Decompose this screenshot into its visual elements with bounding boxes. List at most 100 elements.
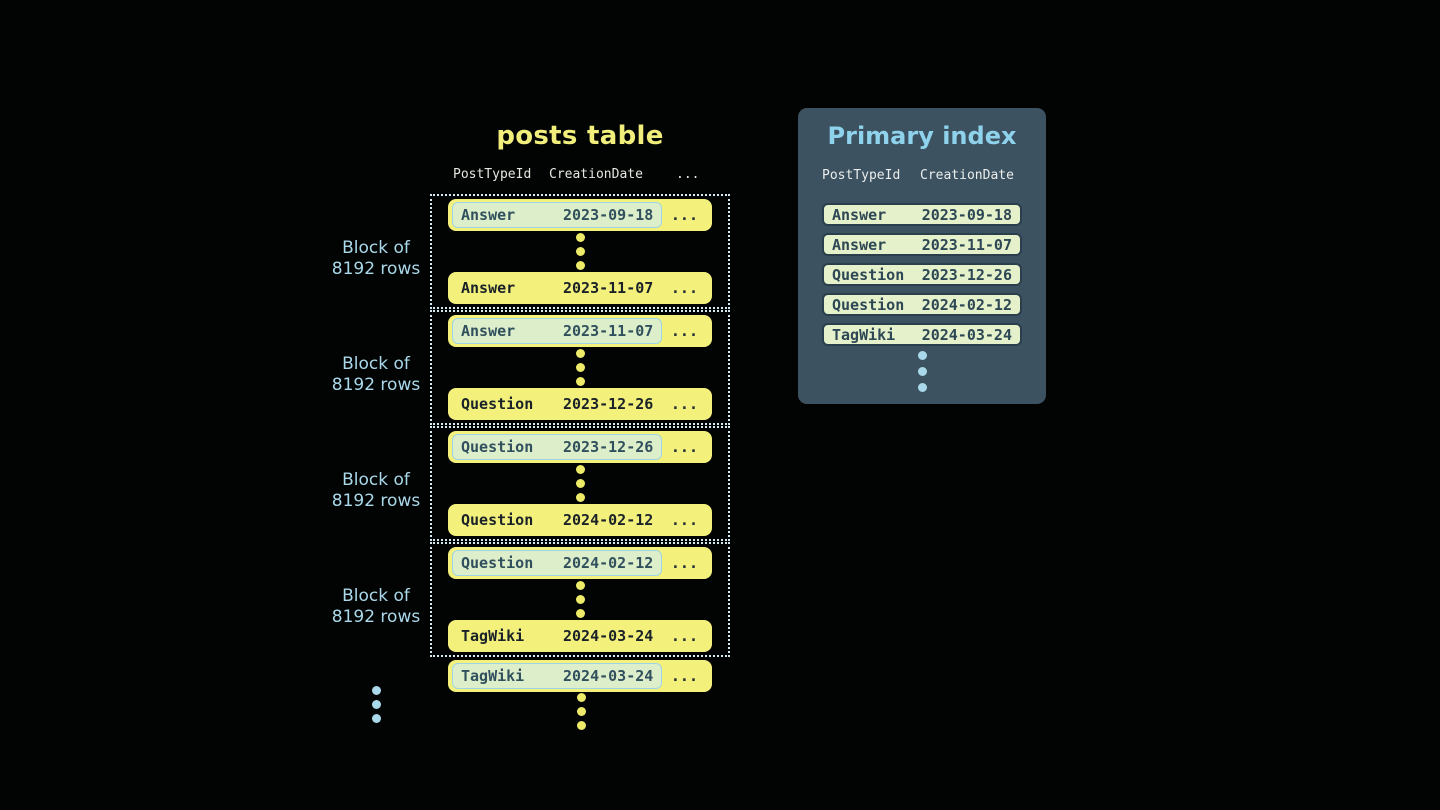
- row-block-1: Answer 2023-09-18 ... Answer 2023-11-07 …: [430, 194, 730, 309]
- more-blocks-dots: [362, 686, 390, 723]
- indexed-row-highlight: Answer 2023-09-18: [452, 202, 663, 228]
- indexed-row-highlight: Answer 2023-11-07: [452, 318, 663, 344]
- table-row-block2-last: Question 2023-12-26 ...: [448, 388, 712, 420]
- row-cells: TagWiki 2024-03-24: [452, 623, 662, 649]
- more-rows-dots: [567, 693, 595, 730]
- row-cells: Answer 2023-11-07: [452, 275, 662, 301]
- row-ellipsis: ...: [670, 554, 698, 572]
- row-ellipsis: ...: [670, 279, 698, 297]
- creation-date-value: 2023-12-26: [563, 438, 654, 456]
- block-label-2: Block of 8192 rows: [316, 354, 436, 396]
- index-entry: Answer 2023-09-18: [822, 203, 1022, 226]
- post-type-value: Question: [832, 265, 905, 284]
- row-ellipsis: ...: [670, 322, 698, 340]
- creation-date-value: 2023-12-26: [563, 395, 654, 413]
- post-type-value: TagWiki: [832, 325, 896, 344]
- indexed-row-highlight: TagWiki 2024-03-24: [452, 663, 663, 689]
- omitted-rows-dots: [575, 581, 585, 618]
- primary-index-rows: Answer 2023-09-18 Answer 2023-11-07 Ques…: [798, 203, 1046, 353]
- index-entry: TagWiki 2024-03-24: [822, 323, 1022, 346]
- indexed-row-highlight: Question 2024-02-12: [452, 550, 663, 576]
- table-row-block3-first: Question 2023-12-26 ...: [448, 431, 712, 463]
- post-type-value: Answer: [461, 279, 516, 297]
- dot: [371, 714, 381, 723]
- block-label-line2: 8192 rows: [331, 491, 421, 511]
- dot: [575, 349, 585, 358]
- row-cells: Question 2023-12-26: [452, 391, 662, 417]
- row-ellipsis: ...: [670, 667, 698, 685]
- post-type-value: Question: [461, 554, 534, 572]
- post-type-value: Question: [461, 438, 534, 456]
- column-header-creationdate: CreationDate: [920, 168, 1014, 183]
- creation-date-value: 2024-02-12: [921, 295, 1012, 314]
- table-row-block3-last: Question 2024-02-12 ...: [448, 504, 712, 536]
- column-header-posttypeid: PostTypeId: [453, 167, 532, 182]
- row-ellipsis: ...: [670, 511, 698, 529]
- row-ellipsis: ...: [670, 206, 698, 224]
- post-type-value: Answer: [461, 322, 516, 340]
- row-block-3: Question 2023-12-26 ... Question 2024-02…: [430, 426, 730, 541]
- row-block-4: Question 2024-02-12 ... TagWiki 2024-03-…: [430, 542, 730, 657]
- omitted-rows-dots: [575, 233, 585, 270]
- creation-date-value: 2024-02-12: [563, 511, 654, 529]
- creation-date-value: 2023-09-18: [563, 206, 654, 224]
- post-type-value: Question: [461, 511, 534, 529]
- row-ellipsis: ...: [670, 395, 698, 413]
- index-entry: Question 2024-02-12: [822, 293, 1022, 316]
- dot: [576, 693, 586, 702]
- dot: [575, 609, 585, 618]
- table-row-block2-first: Answer 2023-11-07 ...: [448, 315, 712, 347]
- creation-date-value: 2023-11-07: [921, 235, 1012, 254]
- creation-date-value: 2023-12-26: [921, 265, 1012, 284]
- more-index-entries-dots: [798, 351, 1046, 392]
- table-row-block4-first: Question 2024-02-12 ...: [448, 547, 712, 579]
- primary-index-panel: Primary index PostTypeId CreationDate An…: [798, 108, 1046, 404]
- post-type-value: Answer: [461, 206, 516, 224]
- dot: [917, 367, 927, 376]
- row-ellipsis: ...: [670, 438, 698, 456]
- creation-date-value: 2023-11-07: [563, 279, 654, 297]
- creation-date-value: 2024-03-24: [921, 325, 1012, 344]
- creation-date-value: 2023-09-18: [921, 205, 1012, 224]
- post-type-value: TagWiki: [461, 667, 525, 685]
- table-row-block4-last: TagWiki 2024-03-24 ...: [448, 620, 712, 652]
- creation-date-value: 2024-02-12: [563, 554, 654, 572]
- block-label-line1: Block of: [342, 470, 410, 490]
- post-type-value: Answer: [832, 205, 887, 224]
- dot: [575, 465, 585, 474]
- block-label-1: Block of 8192 rows: [316, 238, 436, 280]
- dot: [575, 233, 585, 242]
- dot: [575, 479, 585, 488]
- block-label-line1: Block of: [342, 586, 410, 606]
- dot: [575, 247, 585, 256]
- table-row-next-block-first: TagWiki 2024-03-24 ...: [448, 660, 712, 692]
- dot: [575, 261, 585, 270]
- dot: [371, 700, 381, 709]
- index-entry: Answer 2023-11-07: [822, 233, 1022, 256]
- table-row-block1-last: Answer 2023-11-07 ...: [448, 272, 712, 304]
- block-label-line2: 8192 rows: [331, 259, 421, 279]
- post-type-value: Question: [461, 395, 534, 413]
- block-label-line1: Block of: [342, 238, 410, 258]
- creation-date-value: 2024-03-24: [563, 667, 654, 685]
- post-type-value: Question: [832, 295, 905, 314]
- block-label-line2: 8192 rows: [331, 375, 421, 395]
- post-type-value: TagWiki: [461, 627, 525, 645]
- dot: [576, 707, 586, 716]
- table-row-block1-first: Answer 2023-09-18 ...: [448, 199, 712, 231]
- column-header-posttypeid: PostTypeId: [822, 168, 901, 183]
- column-header-creationdate: CreationDate: [549, 167, 643, 182]
- row-cells: Question 2024-02-12: [452, 507, 662, 533]
- dot: [371, 686, 381, 695]
- dot: [575, 377, 585, 386]
- creation-date-value: 2024-03-24: [563, 627, 654, 645]
- creation-date-value: 2023-11-07: [563, 322, 654, 340]
- index-entry: Question 2023-12-26: [822, 263, 1022, 286]
- block-label-line1: Block of: [342, 354, 410, 374]
- omitted-rows-dots: [575, 349, 585, 386]
- indexed-row-highlight: Question 2023-12-26: [452, 434, 663, 460]
- dot: [575, 581, 585, 590]
- post-type-value: Answer: [832, 235, 887, 254]
- block-label-4: Block of 8192 rows: [316, 586, 436, 628]
